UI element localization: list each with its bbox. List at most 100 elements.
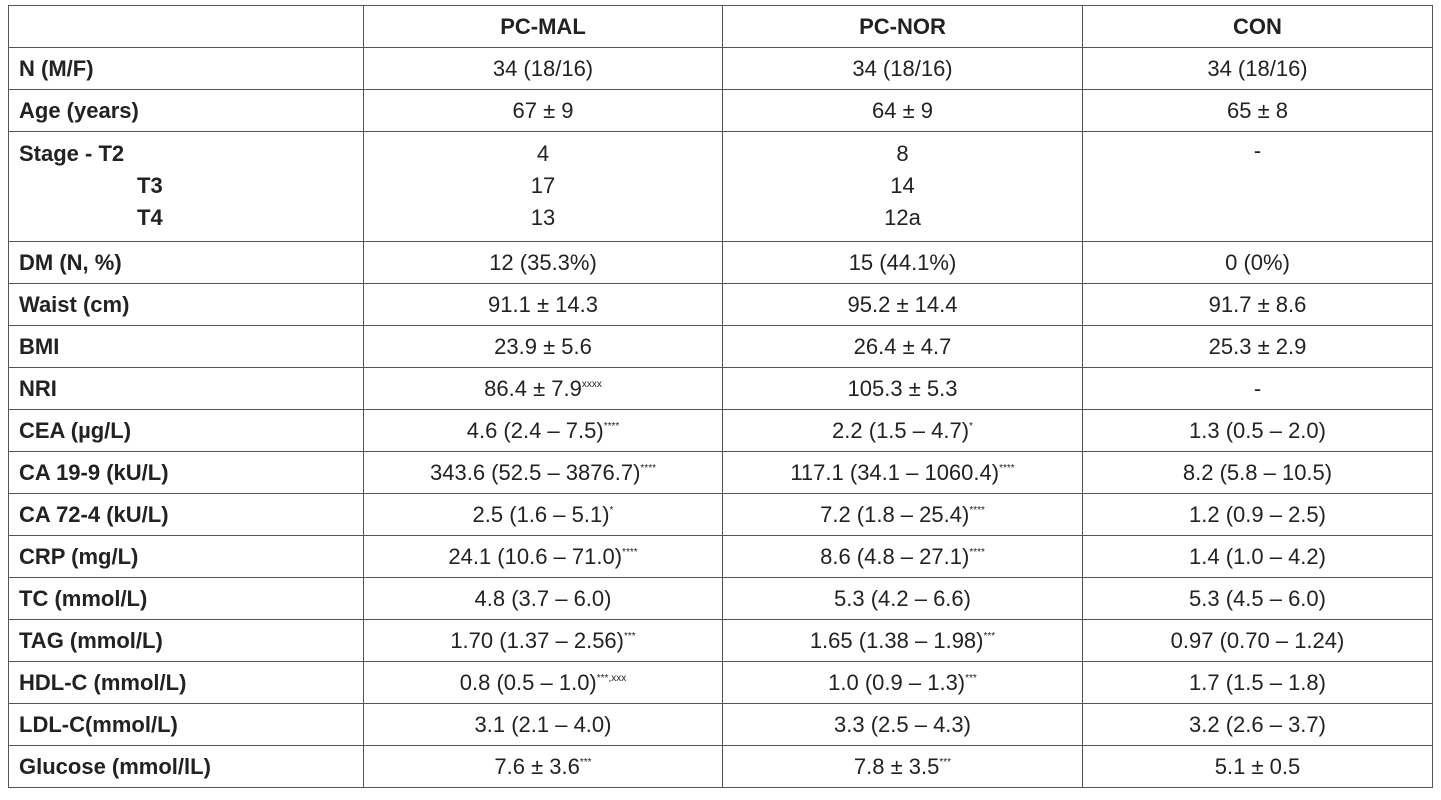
row-label: TAG (mmol/L) xyxy=(8,619,364,662)
cell-line: Stage - T2 xyxy=(19,141,125,166)
header-row: PC-MAL PC-NOR CON xyxy=(8,5,1433,48)
table-cell: 34 (18/16) xyxy=(722,47,1083,90)
row-label: DM (N, %) xyxy=(8,241,364,284)
table-cell: 4 17 13 xyxy=(363,131,723,242)
significance-mark: *** xyxy=(579,756,592,768)
cell-line: 4 xyxy=(536,141,550,166)
table-row: N (M/F) 34 (18/16) 34 (18/16) 34 (18/16) xyxy=(8,47,1433,90)
significance-mark: *** xyxy=(983,630,996,642)
cell-line: T3 xyxy=(137,173,163,198)
table-row: TC (mmol/L) 4.8 (3.7 – 6.0) 5.3 (4.2 – 6.6… xyxy=(8,577,1433,620)
row-label: CRP (mg/L) xyxy=(8,535,364,578)
row-label: Glucose (mmol/lL) xyxy=(8,745,364,788)
significance-mark: **** xyxy=(640,462,656,474)
table-cell: 1.65 (1.38 – 1.98)*** xyxy=(722,619,1083,662)
cell-value: 4.6 (2.4 – 7.5) xyxy=(466,417,604,443)
table-cell: 7.2 (1.8 – 25.4)**** xyxy=(722,493,1083,536)
table-cell: 15 (44.1%) xyxy=(722,241,1083,284)
cell-value: 2.5 (1.6 – 5.1) xyxy=(472,501,610,527)
table-cell: - xyxy=(1082,131,1433,242)
row-label: Stage - T2 T3 T4 xyxy=(8,131,364,242)
table-row: TAG (mmol/L) 1.70 (1.37 – 2.56)*** 1.65 (1… xyxy=(8,619,1433,662)
table-cell: 1.2 (0.9 – 2.5) xyxy=(1082,493,1433,536)
row-label: CA 72-4 (kU/L) xyxy=(8,493,364,536)
table-body: N (M/F) 34 (18/16) 34 (18/16) 34 (18/16) Age… xyxy=(8,47,1433,788)
row-label: CA 19-9 (kU/L) xyxy=(8,451,364,494)
row-label: CEA (µg/L) xyxy=(8,409,364,452)
corner-cell xyxy=(8,5,364,48)
cell-value: 7.8 ± 3.5 xyxy=(853,753,940,779)
significance-mark: **** xyxy=(622,546,638,558)
significance-mark: * xyxy=(969,420,973,432)
table-cell: 8.6 (4.8 – 27.1)**** xyxy=(722,535,1083,578)
cell-value: 8.6 (4.8 – 27.1) xyxy=(820,543,970,569)
table-cell: 91.1 ± 14.3 xyxy=(363,283,723,326)
row-label: LDL-C(mmol/L) xyxy=(8,703,364,746)
table-cell: 95.2 ± 14.4 xyxy=(722,283,1083,326)
table-cell: 7.6 ± 3.6*** xyxy=(363,745,723,788)
significance-mark: *** xyxy=(965,672,977,684)
table-cell: 1.3 (0.5 – 2.0) xyxy=(1082,409,1433,452)
cell-line: 17 xyxy=(530,173,556,198)
table-row: CA 19-9 (kU/L) 343.6 (52.5 – 3876.7)**** 1… xyxy=(8,451,1433,494)
table-row: Stage - T2 T3 T4 4 17 13 8 14 12a - xyxy=(8,131,1433,242)
significance-mark: **** xyxy=(999,462,1015,474)
table-cell: 0.8 (0.5 – 1.0)***,xxx xyxy=(363,661,723,704)
table-row: LDL-C(mmol/L) 3.1 (2.1 – 4.0) 3.3 (2.5 – 4… xyxy=(8,703,1433,746)
table-cell: 4.8 (3.7 – 6.0) xyxy=(363,577,723,620)
table-cell: 67 ± 9 xyxy=(363,89,723,132)
cell-value: 1.0 (0.9 – 1.3) xyxy=(828,669,966,695)
table-row: Age (years) 67 ± 9 64 ± 9 65 ± 8 xyxy=(8,89,1433,132)
table-cell: 5.1 ± 0.5 xyxy=(1082,745,1433,788)
table-cell: 1.7 (1.5 – 1.8) xyxy=(1082,661,1433,704)
data-table: PC-MAL PC-NOR CON N (M/F) 34 (18/16) 34 (18/… xyxy=(8,5,1433,788)
table-cell: 1.70 (1.37 – 2.56)*** xyxy=(363,619,723,662)
table-cell: 117.1 (34.1 – 1060.4)**** xyxy=(722,451,1083,494)
table-cell: 3.3 (2.5 – 4.3) xyxy=(722,703,1083,746)
column-header: PC-NOR xyxy=(722,5,1083,48)
table-cell: 4.6 (2.4 – 7.5)**** xyxy=(363,409,723,452)
significance-mark: *** xyxy=(939,756,952,768)
table-row: Glucose (mmol/lL) 7.6 ± 3.6*** 7.8 ± 3.5**… xyxy=(8,745,1433,788)
table-cell: 0 (0%) xyxy=(1082,241,1433,284)
column-header: CON xyxy=(1082,5,1433,48)
row-label: Age (years) xyxy=(8,89,364,132)
cell-value: 117.1 (34.1 – 1060.4) xyxy=(790,459,1000,485)
table-cell: 0.97 (0.70 – 1.24) xyxy=(1082,619,1433,662)
table-cell: 34 (18/16) xyxy=(363,47,723,90)
cell-value: 1.65 (1.38 – 1.98) xyxy=(809,627,984,653)
cell-value: 2.2 (1.5 – 4.7) xyxy=(832,417,970,443)
cell-line: T4 xyxy=(137,205,163,230)
significance-mark: *** xyxy=(624,630,636,642)
row-label: Waist (cm) xyxy=(8,283,364,326)
table-cell: 1.0 (0.9 – 1.3)*** xyxy=(722,661,1083,704)
table-cell: 91.7 ± 8.6 xyxy=(1082,283,1433,326)
cell-value: 1.70 (1.37 – 2.56) xyxy=(450,627,624,653)
cell-line: 13 xyxy=(530,205,556,230)
table-cell: 5.3 (4.5 – 6.0) xyxy=(1082,577,1433,620)
row-label: N (M/F) xyxy=(8,47,364,90)
cell-value: 0.8 (0.5 – 1.0) xyxy=(459,669,597,695)
table-cell: 1.4 (1.0 – 4.2) xyxy=(1082,535,1433,578)
significance-mark: * xyxy=(609,504,614,516)
table-cell: 12 (35.3%) xyxy=(363,241,723,284)
table-row: HDL-C (mmol/L) 0.8 (0.5 – 1.0)***,xxx 1.0 … xyxy=(8,661,1433,704)
table-cell: 2.5 (1.6 – 5.1)* xyxy=(363,493,723,536)
table-cell: 25.3 ± 2.9 xyxy=(1082,325,1433,368)
table-cell: 3.2 (2.6 – 3.7) xyxy=(1082,703,1433,746)
table-cell: 5.3 (4.2 – 6.6) xyxy=(722,577,1083,620)
table-cell: 26.4 ± 4.7 xyxy=(722,325,1083,368)
column-header: PC-MAL xyxy=(363,5,723,48)
table-cell: 34 (18/16) xyxy=(1082,47,1433,90)
row-label: NRI xyxy=(8,367,364,410)
row-label: TC (mmol/L) xyxy=(8,577,364,620)
table-row: CRP (mg/L) 24.1 (10.6 – 71.0)**** 8.6 (4.8… xyxy=(8,535,1433,578)
row-label: HDL-C (mmol/L) xyxy=(8,661,364,704)
table-row: CEA (µg/L) 4.6 (2.4 – 7.5)**** 2.2 (1.5 – … xyxy=(8,409,1433,452)
table-row: Waist (cm) 91.1 ± 14.3 95.2 ± 14.4 91.7 ± 8… xyxy=(8,283,1433,326)
significance-mark: **** xyxy=(603,420,620,432)
cell-line: 14 xyxy=(890,173,915,198)
cell-value: 24.1 (10.6 – 71.0) xyxy=(448,543,623,569)
row-label: BMI xyxy=(8,325,364,368)
